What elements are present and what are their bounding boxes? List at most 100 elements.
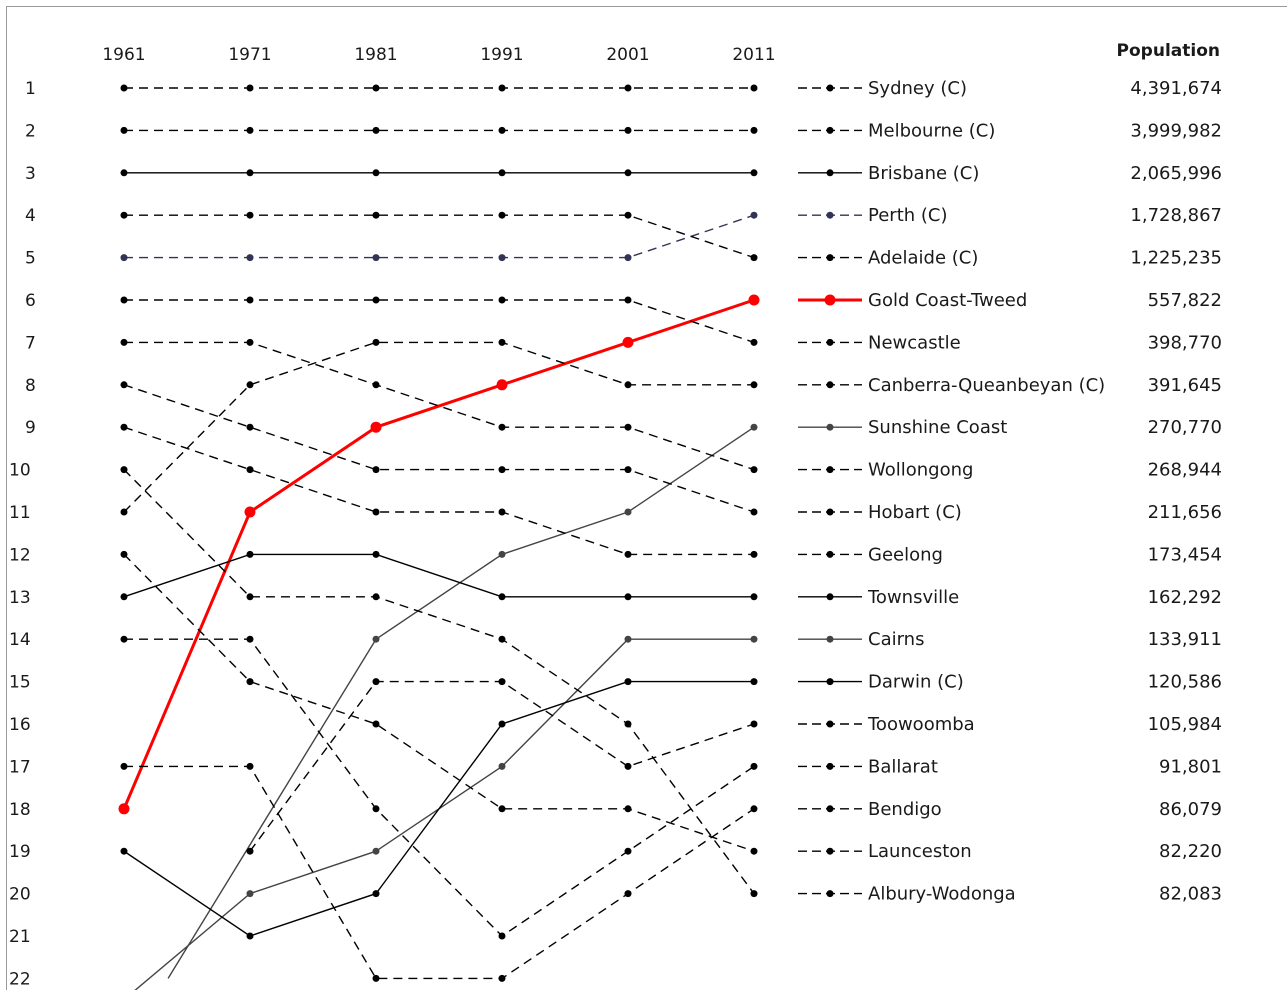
- legend-label: Toowoomba: [867, 714, 975, 735]
- series-line: [124, 299, 755, 344]
- legend-label: Canberra-Queanbeyan (C): [868, 375, 1105, 396]
- y-tick-label: 10: [9, 461, 31, 481]
- data-point: [624, 720, 632, 728]
- legend-marker: [826, 805, 834, 813]
- data-point: [498, 720, 506, 728]
- data-point: [120, 211, 128, 219]
- legend-label: Perth (C): [868, 205, 948, 226]
- data-point: [246, 847, 254, 855]
- data-point: [246, 593, 254, 601]
- population-value: 82,083: [1159, 884, 1222, 905]
- data-point: [498, 593, 506, 601]
- legend-label: Albury-Wodonga: [868, 884, 1016, 905]
- data-point: [624, 169, 632, 177]
- data-point: [372, 635, 380, 643]
- x-tick-label: 1961: [102, 45, 145, 65]
- data-point: [120, 254, 128, 262]
- data-point: [372, 211, 380, 219]
- data-point: [624, 296, 632, 304]
- data-point: [246, 466, 254, 474]
- legend-marker: [826, 84, 834, 92]
- data-point: [120, 550, 128, 558]
- y-tick-label: 5: [25, 249, 36, 269]
- population-value: 173,454: [1148, 544, 1222, 565]
- data-point: [496, 379, 508, 391]
- legend-marker: [826, 338, 834, 346]
- data-point: [624, 211, 632, 219]
- data-point: [120, 423, 128, 431]
- data-point: [246, 932, 254, 940]
- data-point: [498, 423, 506, 431]
- legend-label: Hobart (C): [868, 502, 962, 523]
- data-point: [498, 169, 506, 177]
- data-point: [246, 126, 254, 134]
- data-point: [624, 805, 632, 813]
- legend-label: Bendigo: [868, 799, 942, 820]
- data-point: [372, 593, 380, 601]
- data-point: [498, 254, 506, 262]
- data-point: [120, 296, 128, 304]
- data-point: [372, 890, 380, 898]
- data-point: [372, 254, 380, 262]
- population-value: 91,801: [1159, 756, 1222, 777]
- data-point: [246, 169, 254, 177]
- data-point: [750, 423, 758, 431]
- data-point: [750, 126, 758, 134]
- data-point: [750, 847, 758, 855]
- x-tick-label: 1991: [480, 45, 523, 65]
- data-point: [246, 381, 254, 389]
- series-line: [123, 553, 755, 852]
- y-tick-label: 18: [9, 800, 31, 820]
- data-point: [372, 381, 380, 389]
- data-point: [624, 550, 632, 558]
- data-point: [246, 296, 254, 304]
- data-point: [370, 421, 382, 433]
- series-line: [124, 341, 755, 471]
- data-point: [498, 296, 506, 304]
- data-point: [498, 338, 506, 346]
- series-lines: [122, 87, 755, 990]
- series-line: [123, 384, 755, 513]
- data-point: [750, 550, 758, 558]
- legend-label: Wollongong: [868, 460, 973, 481]
- data-point: [244, 506, 256, 518]
- data-point: [498, 126, 506, 134]
- y-tick-label: 7: [25, 333, 36, 353]
- data-point: [748, 294, 760, 306]
- data-point: [498, 466, 506, 474]
- data-point: [750, 635, 758, 643]
- data-point: [246, 338, 254, 346]
- legend-label: Darwin (C): [868, 672, 964, 693]
- data-point: [246, 550, 254, 558]
- series-line: [123, 553, 754, 598]
- population-value: 398,770: [1148, 332, 1222, 353]
- data-point: [498, 805, 506, 813]
- series-line: [124, 765, 755, 980]
- data-point: [372, 126, 380, 134]
- data-point: [498, 974, 506, 982]
- series-line: [123, 426, 754, 556]
- data-point: [750, 890, 758, 898]
- y-tick-label: 11: [9, 503, 31, 523]
- population-value: 1,225,235: [1130, 248, 1222, 269]
- population-value: 211,656: [1148, 502, 1222, 523]
- data-point: [498, 932, 506, 940]
- population-value: 557,822: [1148, 290, 1222, 311]
- legend-marker: [826, 466, 834, 474]
- population-value: 120,586: [1148, 672, 1222, 693]
- legend-marker: [826, 847, 834, 855]
- y-tick-label: 13: [9, 588, 31, 608]
- legend-label: Melbourne (C): [868, 120, 995, 141]
- data-point: [498, 550, 506, 558]
- data-point: [624, 423, 632, 431]
- y-tick-label: 12: [9, 545, 31, 565]
- legend-label: Sunshine Coast: [868, 417, 1007, 438]
- series-points: [118, 84, 760, 982]
- data-point: [624, 593, 632, 601]
- series-line: [123, 341, 754, 513]
- data-point: [372, 550, 380, 558]
- data-point: [372, 847, 380, 855]
- legend-marker: [826, 635, 834, 643]
- data-point: [372, 296, 380, 304]
- x-tick-label: 2011: [732, 45, 775, 65]
